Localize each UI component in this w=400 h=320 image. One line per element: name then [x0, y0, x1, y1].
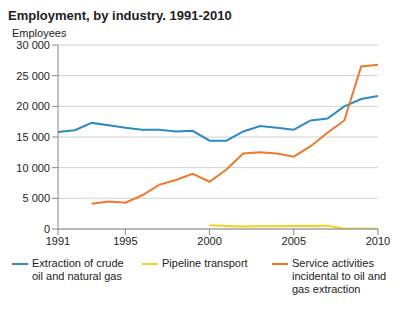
svg-text:1995: 1995 [113, 235, 137, 247]
html-text:Pipeline transport: Pipeline transport [162, 257, 248, 269]
svg-text:15 000: 15 000 [16, 131, 50, 143]
svg-text:0: 0 [44, 223, 50, 235]
svg-text:5 000: 5 000 [22, 192, 50, 204]
svg-text:30 000: 30 000 [16, 39, 50, 51]
svg-text:25 000: 25 000 [16, 70, 50, 82]
svg-text:2010: 2010 [366, 235, 390, 247]
svg-text:2000: 2000 [197, 235, 221, 247]
html-text:Service activities incidental: Service activities incidental to oil and… [292, 257, 387, 295]
svg-text:2005: 2005 [282, 235, 306, 247]
svg-text:20 000: 20 000 [16, 100, 50, 112]
svg-text:1991: 1991 [46, 235, 70, 247]
html-text:Extraction of crude oil and na: Extraction of crude oil and natural gas [32, 257, 124, 282]
html-text:Employees: Employees [12, 27, 67, 39]
svg-text:10 000: 10 000 [16, 162, 50, 174]
html-text:Employment, by industry. 1991-: Employment, by industry. 1991-2010 [8, 8, 232, 23]
